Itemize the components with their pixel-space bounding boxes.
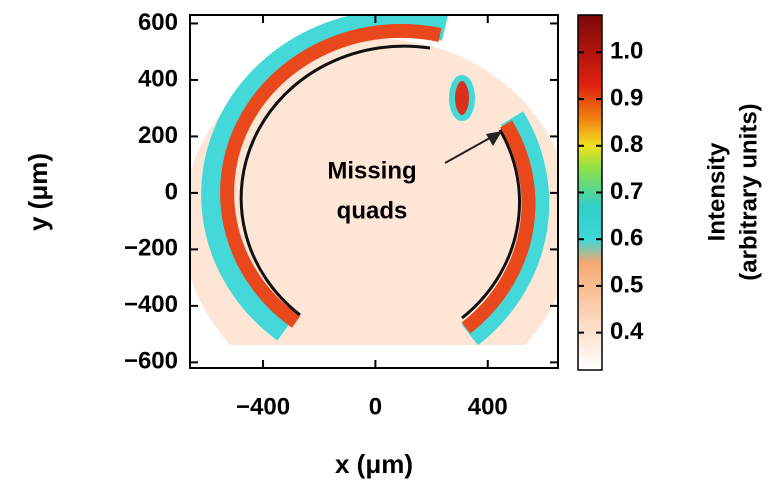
colorbar-tick-label: 0.9 [610, 84, 643, 111]
colorbar-tick-label: 0.6 [610, 225, 643, 252]
y-tick-label: 400 [138, 65, 178, 92]
y-axis-label: y (μm) [23, 153, 53, 231]
x-tick-label: 0 [369, 393, 382, 420]
y-tick-label: −400 [124, 291, 178, 318]
arrow-head [486, 131, 502, 146]
y-tick-label: −200 [124, 235, 178, 262]
colorbar-tick-label: 1.0 [610, 38, 643, 65]
colorbar-tick-label: 0.7 [610, 178, 643, 205]
plot-frame [189, 14, 559, 369]
colorbar-tick-label: 0.5 [610, 271, 643, 298]
colorbar-label: Intensity [703, 142, 730, 241]
colorbar-tick-label: 0.4 [610, 318, 644, 345]
heatmap-image [190, 15, 558, 346]
colorbar-label: (arbitrary units) [735, 103, 762, 280]
y-tick-label: −600 [124, 348, 178, 375]
y-tick-label: 0 [165, 178, 178, 205]
x-tick-label: −400 [236, 393, 290, 420]
annotation: Missing [327, 157, 416, 184]
x-tick-label: 400 [468, 393, 508, 420]
annotation-arrow [444, 133, 498, 164]
y-tick-label: 200 [138, 122, 178, 149]
y-tick-label: 600 [138, 9, 178, 36]
x-axis-label: x (μm) [335, 449, 413, 479]
annotation: quads [337, 197, 408, 224]
colorbar-tick-label: 0.8 [610, 131, 643, 158]
